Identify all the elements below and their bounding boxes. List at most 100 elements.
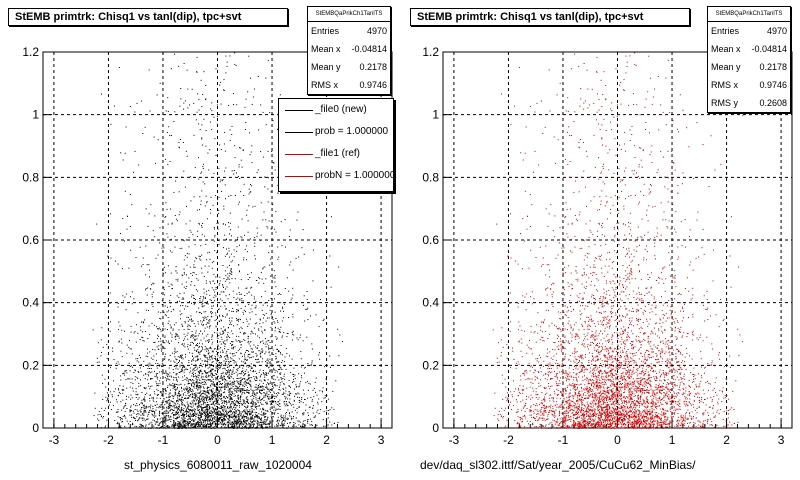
scatter-point [190,383,192,385]
scatter-point [199,346,200,348]
scatter-point [247,340,249,342]
scatter-point [257,422,259,424]
scatter-point [243,183,245,185]
scatter-point [281,245,283,247]
scatter-point [273,407,275,409]
scatter-point [236,424,238,426]
scatter-point [219,283,221,285]
scatter-point [188,329,190,331]
scatter-point [305,308,307,310]
scatter-point [252,397,254,399]
scatter-point [233,325,235,327]
scatter-point [137,332,139,334]
scatter-point [225,275,227,277]
scatter-point [189,325,191,327]
scatter-point [223,397,225,399]
scatter-point [202,166,204,168]
scatter-point [147,413,149,415]
scatter-point [274,371,276,373]
scatter-point [278,389,280,390]
scatter-point [237,420,239,422]
scatter-point [209,407,211,409]
scatter-point [144,319,146,321]
scatter-point [160,365,162,367]
scatter-point [118,321,120,323]
scatter-point [195,332,197,334]
scatter-point [289,422,291,424]
scatter-point [197,358,198,360]
scatter-point [250,191,252,193]
scatter-point [225,167,227,169]
scatter-point [124,415,126,417]
scatter-point [210,311,212,312]
scatter-point [228,374,230,376]
scatter-point [193,382,195,384]
scatter-point [325,427,327,429]
scatter-point [191,380,193,382]
scatter-point [165,353,167,355]
scatter-point [270,389,272,391]
scatter-point [244,355,246,357]
scatter-point [246,417,248,419]
scatter-point [179,409,180,411]
scatter-point [234,402,236,404]
scatter-point [233,382,235,384]
scatter-point [122,295,124,297]
scatter-point [229,360,231,362]
scatter-point [261,399,263,400]
scatter-point [189,266,191,268]
scatter-point [166,374,168,376]
scatter-point [209,251,211,253]
scatter-point [183,404,185,406]
scatter-point [221,394,222,396]
scatter-point [161,349,163,351]
scatter-point [233,388,235,390]
scatter-point [119,426,121,428]
scatter-point [224,348,225,350]
scatter-point [175,338,177,340]
scatter-point [231,416,233,418]
scatter-point [159,391,161,393]
scatter-point [165,418,167,420]
scatter-point [200,371,202,373]
scatter-point [226,354,228,356]
scatter-point [250,381,252,383]
scatter-point [166,407,168,409]
scatter-point [216,388,218,390]
scatter-point [160,344,162,346]
scatter-point [183,240,185,242]
scatter-point [253,424,254,426]
scatter-point [187,305,189,307]
scatter-point [226,336,228,338]
scatter-point [333,422,335,424]
scatter-point [237,419,239,421]
scatter-point [196,386,198,388]
scatter-point [259,386,261,388]
scatter-point [311,362,313,364]
scatter-point [286,405,288,407]
scatter-point [256,377,258,379]
scatter-point [232,386,234,387]
scatter-point [223,412,225,414]
scatter-point [224,397,226,399]
scatter-point [257,421,259,423]
scatter-point [265,426,267,428]
scatter-point [214,409,216,411]
scatter-point [166,380,167,382]
scatter-point [120,152,122,154]
scatter-point [115,367,117,369]
scatter-point [248,392,250,394]
scatter-point [195,289,197,291]
scatter-point [210,427,212,429]
scatter-point [150,378,152,380]
scatter-point [279,399,281,401]
scatter-point [168,126,170,128]
scatter-point [199,351,201,353]
scatter-point [205,379,207,381]
scatter-point [280,415,282,417]
scatter-point [291,331,293,333]
scatter-point [205,424,207,426]
scatter-point [220,355,221,356]
scatter-point [260,387,262,388]
scatter-point [176,335,178,337]
